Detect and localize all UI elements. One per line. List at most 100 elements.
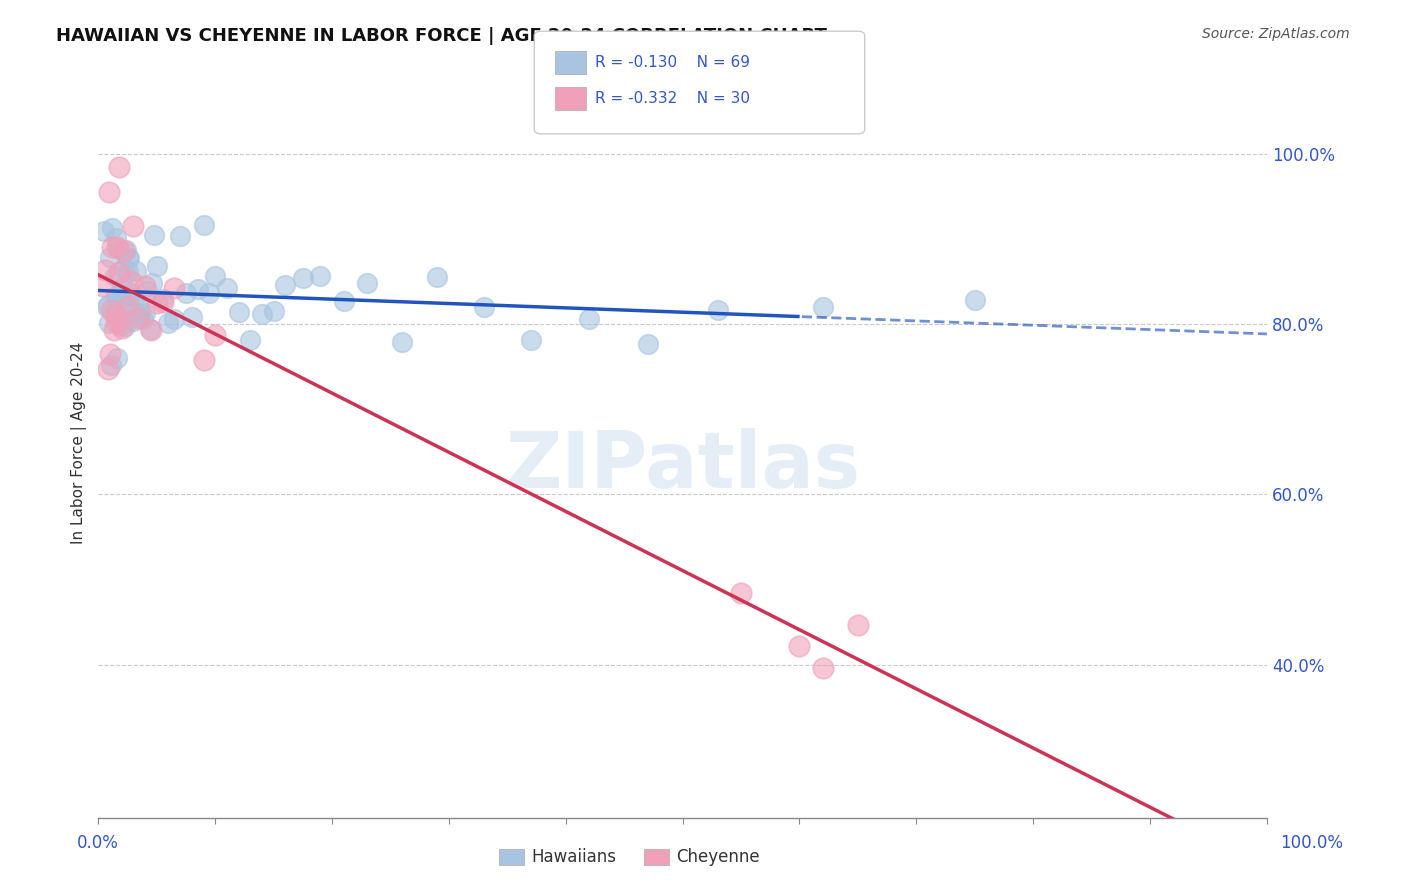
Point: [152, 294, 174, 309]
Point: [152, 292, 174, 306]
Point: [117, 251, 139, 265]
Point: [204, 327, 226, 342]
Point: [117, 264, 139, 278]
Point: [101, 240, 124, 254]
Point: [811, 661, 834, 675]
Point: [136, 284, 159, 298]
Point: [108, 265, 131, 279]
Point: [111, 279, 134, 293]
Point: [128, 311, 150, 326]
Point: [108, 293, 131, 308]
Point: [107, 292, 129, 306]
Point: [198, 285, 221, 300]
Point: [128, 296, 150, 310]
Point: [578, 311, 600, 326]
Point: [104, 315, 127, 329]
Text: HAWAIIAN VS CHEYENNE IN LABOR FORCE | AGE 20-24 CORRELATION CHART: HAWAIIAN VS CHEYENNE IN LABOR FORCE | AG…: [56, 27, 827, 45]
Point: [108, 242, 131, 256]
Point: [120, 273, 142, 287]
Text: Cheyenne: Cheyenne: [676, 848, 759, 866]
Point: [309, 269, 332, 284]
Point: [117, 299, 139, 313]
Point: [332, 293, 354, 308]
Point: [141, 276, 163, 290]
Point: [730, 586, 752, 600]
Point: [93, 224, 115, 238]
Point: [122, 219, 145, 233]
Point: [120, 286, 142, 301]
Point: [103, 306, 125, 320]
Point: [146, 260, 169, 274]
Point: [112, 261, 135, 276]
Text: 100.0%: 100.0%: [1279, 834, 1343, 852]
Point: [163, 311, 186, 326]
Point: [110, 318, 132, 333]
Point: [91, 279, 114, 293]
Point: [111, 286, 134, 301]
Point: [169, 229, 191, 244]
Point: [112, 244, 135, 259]
Point: [114, 318, 136, 333]
Point: [193, 352, 215, 367]
Point: [108, 160, 131, 174]
Point: [101, 220, 124, 235]
Point: [111, 310, 134, 325]
Point: [391, 334, 413, 349]
Point: [94, 263, 117, 277]
Point: [122, 314, 145, 328]
Point: [139, 323, 162, 337]
Point: [239, 333, 262, 347]
Point: [811, 300, 834, 314]
Point: [103, 323, 125, 337]
Point: [105, 351, 128, 365]
Point: [519, 333, 541, 347]
Point: [97, 297, 120, 311]
Point: [125, 306, 148, 320]
Point: [104, 269, 127, 284]
Point: [291, 270, 314, 285]
Point: [263, 303, 285, 318]
Point: [228, 305, 250, 319]
Point: [97, 361, 120, 376]
Point: [129, 306, 152, 320]
Point: [105, 240, 128, 254]
Text: R = -0.130    N = 69: R = -0.130 N = 69: [595, 55, 749, 70]
Point: [97, 186, 120, 200]
Point: [118, 251, 141, 265]
Point: [104, 308, 127, 322]
Point: [789, 639, 811, 653]
Point: [111, 320, 134, 334]
Point: [157, 316, 180, 330]
Text: Hawaiians: Hawaiians: [531, 848, 616, 866]
Y-axis label: In Labor Force | Age 20-24: In Labor Force | Age 20-24: [72, 343, 87, 544]
Point: [139, 322, 162, 336]
Point: [163, 281, 186, 295]
Point: [250, 307, 273, 321]
Point: [472, 300, 495, 314]
Text: R = -0.332    N = 30: R = -0.332 N = 30: [595, 91, 749, 105]
Point: [118, 305, 141, 319]
Point: [356, 276, 378, 290]
Point: [846, 618, 869, 632]
Point: [180, 310, 202, 324]
Point: [215, 281, 238, 295]
Point: [187, 282, 209, 296]
Point: [637, 336, 659, 351]
Point: [97, 316, 120, 330]
Point: [100, 359, 122, 373]
Point: [98, 251, 121, 265]
Text: ZIPatlas: ZIPatlas: [505, 427, 860, 504]
Point: [146, 295, 169, 310]
Point: [143, 227, 166, 242]
Point: [134, 306, 156, 320]
Point: [100, 302, 122, 317]
Point: [125, 264, 148, 278]
Point: [115, 243, 138, 257]
Point: [96, 301, 118, 315]
Point: [124, 292, 146, 306]
Text: Source: ZipAtlas.com: Source: ZipAtlas.com: [1202, 27, 1350, 41]
Point: [274, 277, 297, 292]
Point: [134, 278, 156, 293]
Point: [174, 285, 197, 300]
Point: [426, 270, 449, 285]
